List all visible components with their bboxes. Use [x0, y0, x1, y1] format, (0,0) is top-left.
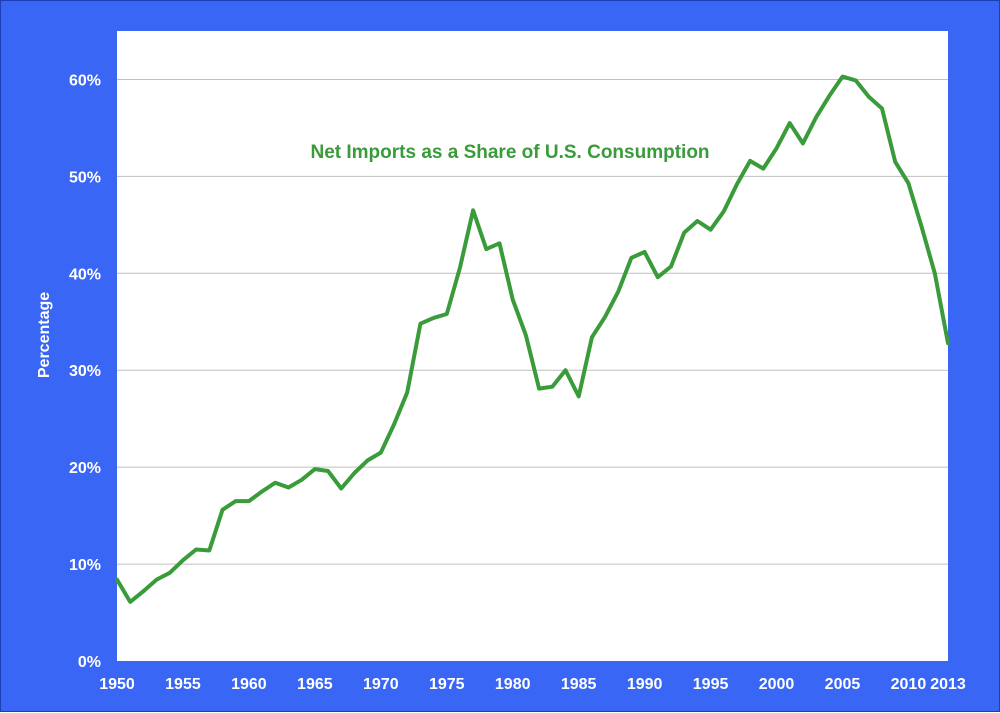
x-tick-label: 1990	[627, 676, 663, 693]
y-tick-label: 30%	[69, 363, 101, 380]
x-tick-label: 1970	[363, 676, 399, 693]
x-tick-label: 2005	[825, 676, 861, 693]
x-axis-ticks: 1950 1955 1960 1965 1970 1975 1980 1985 1990 1995…	[99, 676, 966, 693]
x-tick-label: 1965	[297, 676, 333, 693]
x-tick-label: 1985	[561, 676, 597, 693]
y-tick-label: 50%	[69, 169, 101, 186]
x-tick-label: 1955	[165, 676, 201, 693]
y-axis-ticks: 0% 10% 20% 30% 40% 50% 60%	[69, 72, 101, 671]
plot-area	[117, 31, 948, 661]
x-tick-label: 1960	[231, 676, 267, 693]
x-tick-label: 2010	[891, 676, 927, 693]
x-tick-label: 2013	[930, 676, 966, 693]
series-annotation: Net Imports as a Share of U.S. Consumpti…	[310, 142, 709, 163]
y-axis-label: Percentage	[36, 292, 53, 378]
x-tick-label: 1980	[495, 676, 531, 693]
y-tick-label: 40%	[69, 266, 101, 283]
x-tick-label: 1975	[429, 676, 465, 693]
series-line	[115, 74, 950, 604]
x-tick-label: 1950	[99, 676, 135, 693]
y-tick-label: 10%	[69, 557, 101, 574]
y-tick-label: 20%	[69, 460, 101, 477]
y-tick-label: 60%	[69, 72, 101, 89]
x-tick-label: 1995	[693, 676, 729, 693]
series-layer	[115, 74, 950, 604]
y-tick-label: 0%	[78, 654, 101, 671]
x-tick-label: 2000	[759, 676, 795, 693]
